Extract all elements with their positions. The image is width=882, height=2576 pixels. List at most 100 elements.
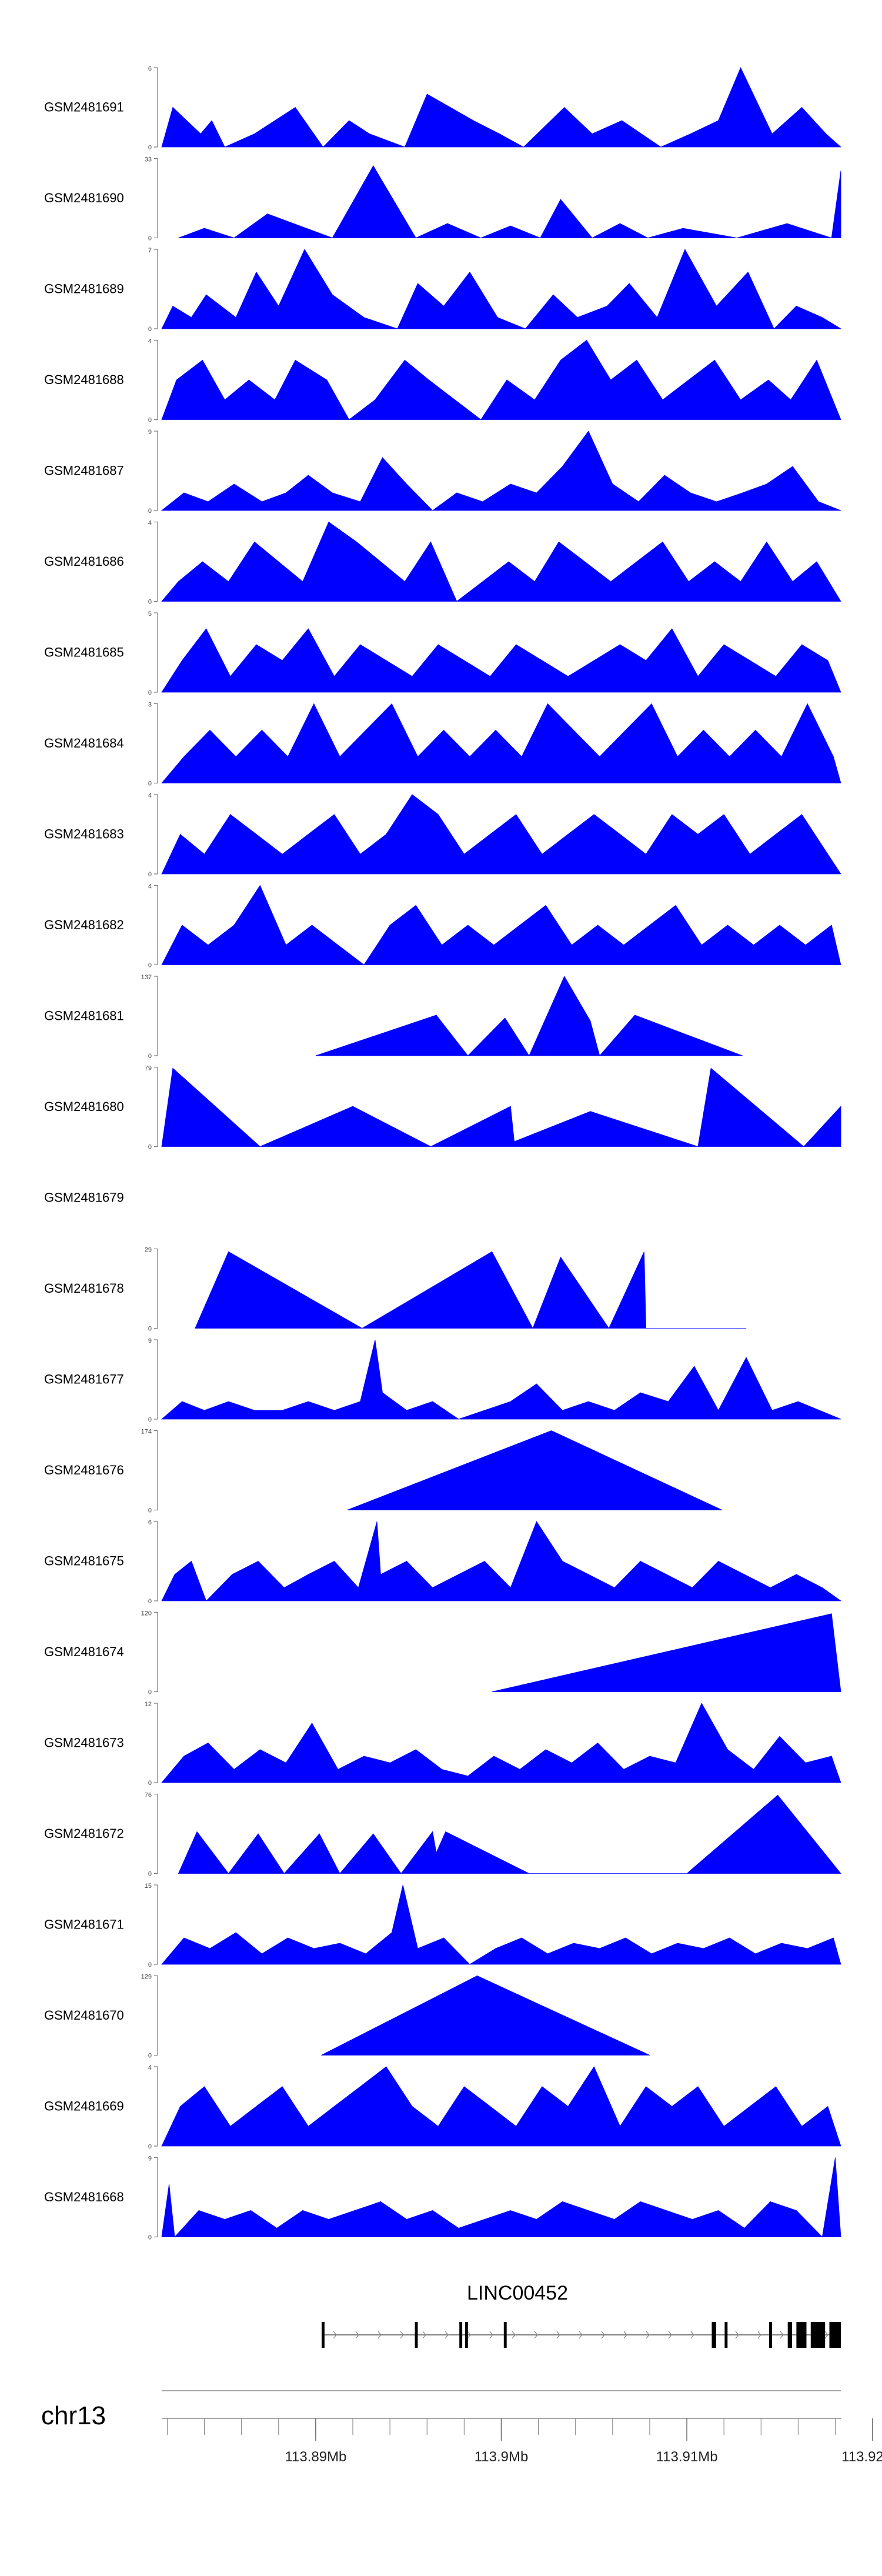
track-GSM2481681: GSM2481681 137 0 — [44, 974, 743, 1060]
y-max-label: 137 — [141, 974, 152, 981]
coverage-area — [161, 2157, 841, 2238]
y-min-label: 0 — [148, 871, 152, 878]
strand-arrow-icon — [668, 2331, 672, 2339]
track-GSM2481685: GSM2481685 5 0 — [44, 610, 841, 696]
y-min-label: 0 — [148, 780, 152, 788]
gene-exon — [459, 2322, 463, 2348]
gene-exon — [322, 2322, 325, 2348]
y-min-label: 0 — [148, 2053, 152, 2060]
track-label: GSM2481677 — [44, 1372, 124, 1387]
y-max-label: 76 — [145, 1792, 152, 1799]
coverage-area — [161, 521, 841, 602]
track-label: GSM2481687 — [44, 463, 124, 478]
gene-exon — [415, 2322, 418, 2348]
coverage-area — [161, 703, 841, 783]
gene-exon — [711, 2322, 716, 2348]
coverage-area — [161, 67, 842, 148]
strand-arrow-icon — [512, 2331, 516, 2339]
coverage-area — [161, 794, 841, 875]
track-GSM2481684: GSM2481684 3 0 — [44, 702, 841, 788]
track-label: GSM2481673 — [44, 1736, 124, 1750]
coverage-area — [492, 1613, 841, 1692]
track-label: GSM2481689 — [44, 282, 124, 296]
coverage-area — [321, 1976, 650, 2056]
track-GSM2481669: GSM2481669 4 0 — [44, 2064, 841, 2150]
gene-exon — [787, 2322, 792, 2348]
coverage-area — [161, 249, 842, 329]
y-max-label: 4 — [148, 338, 152, 345]
track-label: GSM2481680 — [44, 1099, 124, 1114]
track-label: GSM2481684 — [44, 736, 124, 750]
y-min-label: 0 — [148, 144, 152, 151]
y-max-label: 5 — [148, 610, 152, 618]
y-max-label: 12 — [145, 1701, 152, 1708]
y-min-label: 0 — [148, 2143, 152, 2150]
track-GSM2481675: GSM2481675 6 0 — [44, 1519, 842, 1605]
y-max-label: 29 — [145, 1247, 152, 1254]
coverage-area — [161, 1339, 841, 1420]
strand-arrow-icon — [467, 2331, 471, 2339]
track-label: GSM2481669 — [44, 2099, 124, 2114]
strand-arrow-icon — [400, 2331, 404, 2339]
coverage-area — [161, 1884, 841, 1965]
track-label: GSM2481681 — [44, 1009, 124, 1023]
gene-exon — [465, 2322, 468, 2348]
strand-arrow-icon — [355, 2331, 359, 2339]
track-label: GSM2481691 — [44, 100, 124, 115]
y-max-label: 4 — [148, 520, 152, 527]
gene-exon — [796, 2322, 807, 2348]
y-min-label: 0 — [148, 1780, 152, 1787]
track-label: GSM2481683 — [44, 827, 124, 842]
track-GSM2481682: GSM2481682 4 0 — [44, 883, 841, 969]
track-GSM2481674: GSM2481674 120 0 — [44, 1610, 841, 1696]
axis-tick-label: 113.91Mb — [656, 2449, 718, 2465]
y-min-label: 0 — [148, 1416, 152, 1423]
track-label: GSM2481676 — [44, 1463, 124, 1477]
y-min-label: 0 — [148, 1598, 152, 1605]
y-max-label: 6 — [148, 65, 152, 72]
coverage-area — [161, 1067, 841, 1147]
track-GSM2481683: GSM2481683 4 0 — [44, 792, 841, 878]
coverage-area — [178, 1794, 841, 1874]
track-GSM2481676: GSM2481676 174 0 — [44, 1429, 723, 1514]
track-label: GSM2481675 — [44, 1554, 124, 1569]
axis-tick-label: 113.9Mb — [475, 2449, 529, 2465]
y-min-label: 0 — [148, 1507, 152, 1514]
track-label: GSM2481678 — [44, 1281, 124, 1296]
track-GSM2481671: GSM2481671 15 0 — [44, 1883, 841, 1968]
track-GSM2481672: GSM2481672 76 0 — [44, 1792, 841, 1878]
strand-arrow-icon — [601, 2331, 605, 2339]
coverage-area — [178, 165, 841, 239]
coverage-area — [315, 976, 743, 1056]
y-min-label: 0 — [148, 1144, 152, 1151]
strand-arrow-icon — [646, 2331, 650, 2339]
y-max-label: 15 — [145, 1883, 152, 1890]
strand-arrow-icon — [422, 2331, 426, 2339]
strand-arrow-icon — [534, 2331, 538, 2339]
track-GSM2481690: GSM2481690 33 0 — [44, 156, 841, 242]
gene-exon — [810, 2322, 826, 2348]
track-GSM2481678: GSM2481678 29 0 — [44, 1247, 747, 1333]
track-GSM2481686: GSM2481686 4 0 — [44, 520, 841, 606]
y-max-label: 6 — [148, 1519, 152, 1526]
y-min-label: 0 — [148, 962, 152, 969]
track-GSM2481688: GSM2481688 4 0 — [44, 338, 841, 424]
strand-arrow-icon — [377, 2331, 382, 2339]
strand-arrow-icon — [690, 2331, 694, 2339]
y-max-label: 4 — [148, 883, 152, 890]
coverage-area — [161, 1521, 842, 1601]
strand-arrow-icon — [623, 2331, 627, 2339]
coverage-area — [347, 1430, 723, 1510]
data-tracks: GSM248169160GSM2481690330GSM248168970GSM… — [44, 65, 842, 2241]
coverage-area — [161, 885, 841, 966]
track-GSM2481677: GSM2481677 9 0 — [44, 1337, 841, 1423]
gene-exon — [503, 2322, 507, 2348]
track-label: GSM2481672 — [44, 1826, 124, 1841]
y-max-label: 4 — [148, 2064, 152, 2071]
track-label: GSM2481674 — [44, 1644, 124, 1659]
track-label: GSM2481668 — [44, 2190, 124, 2204]
y-max-label: 33 — [145, 156, 152, 163]
y-max-label: 9 — [148, 2155, 152, 2163]
track-label: GSM2481682 — [44, 917, 124, 932]
